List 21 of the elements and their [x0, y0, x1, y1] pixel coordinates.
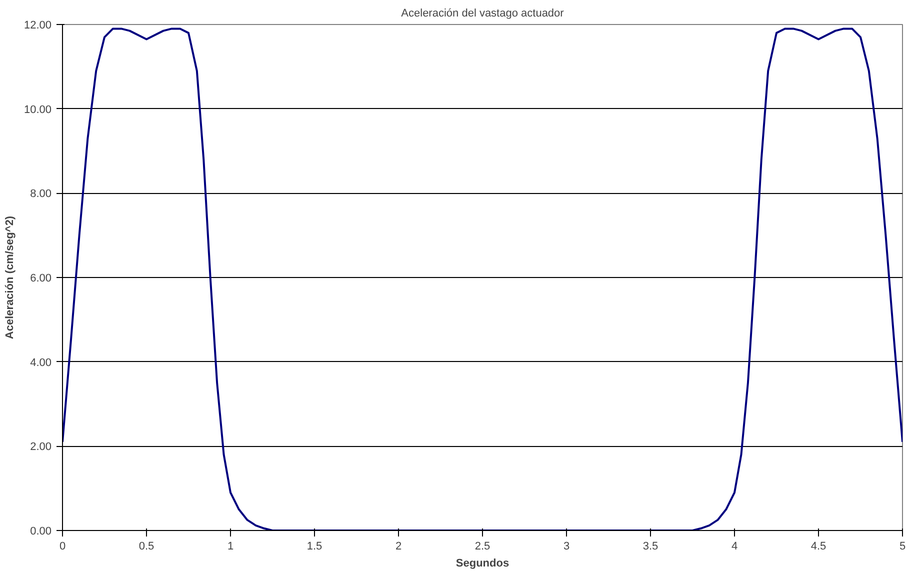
x-tick-label: 2.5	[474, 540, 490, 552]
x-tick-label: 0	[59, 540, 66, 552]
y-tick-label: 4.00	[30, 356, 52, 369]
x-tick-label: 5	[899, 540, 906, 552]
y-tick-label: 12.00	[24, 20, 52, 32]
x-tick-label: 1	[227, 540, 234, 552]
y-tick-label: 0.00	[30, 526, 52, 538]
y-tick-label: 2.00	[30, 441, 52, 454]
y-tick-label: 8.00	[30, 188, 52, 200]
x-tick-label: 3	[563, 540, 570, 552]
y-axis-title: Aceleración (cm/seg^2)	[4, 216, 16, 340]
y-tick-label: 6.00	[30, 272, 52, 284]
x-axis-title: Segundos	[456, 558, 510, 570]
x-tick-label: 1.5	[306, 540, 322, 552]
x-tick-label: 4.5	[810, 540, 826, 552]
x-tick-label: 4	[731, 540, 738, 552]
x-tick-label: 2	[395, 540, 402, 552]
x-tick-label: 3.5	[642, 540, 658, 552]
y-tick-label: 10.00	[24, 104, 52, 116]
x-tick-label: 0.5	[138, 540, 154, 552]
chart-title: Aceleración del vastago actuador	[401, 8, 564, 20]
